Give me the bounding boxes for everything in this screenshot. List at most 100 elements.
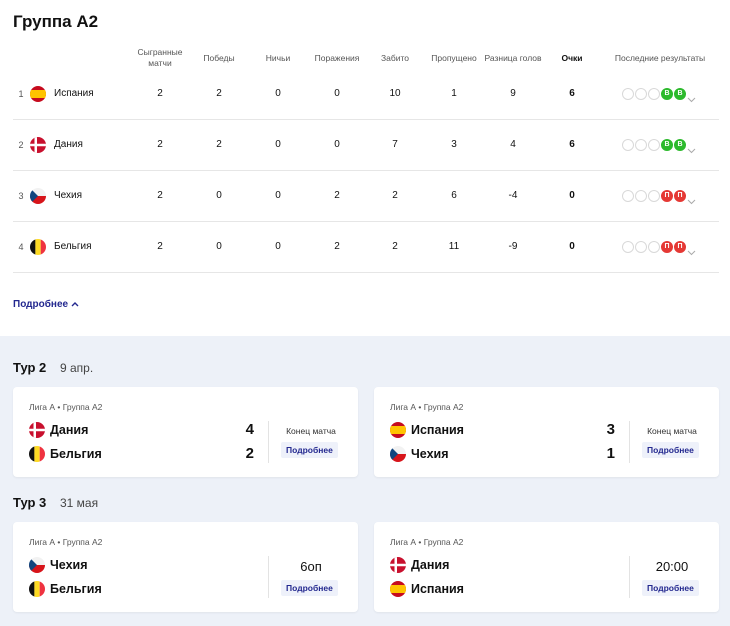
round-date: 9 апр.: [60, 361, 94, 375]
more-link[interactable]: Подробнее: [13, 299, 79, 310]
home-score: 4: [245, 421, 254, 438]
stat-cell: -9: [508, 241, 518, 252]
stat-cell: 0: [334, 88, 340, 99]
home-team: Испания: [411, 423, 464, 437]
chevron-down: [687, 148, 696, 154]
form-empty: [622, 139, 634, 151]
row-separator: [13, 272, 719, 273]
stat-cell: 10: [389, 88, 401, 99]
form-result: П: [674, 241, 686, 253]
form-result: В: [661, 88, 673, 100]
stat-cell: 2: [392, 190, 398, 201]
form-empty: [648, 88, 660, 100]
match-card: [374, 387, 719, 477]
competition: Лига А • Группа А2: [390, 537, 464, 547]
chevron-down: [687, 199, 696, 205]
details-button[interactable]: Подробнее: [281, 442, 338, 458]
stat-cell: 6: [569, 88, 575, 99]
column-header: Поражения: [314, 52, 360, 63]
stat-cell: 2: [216, 139, 222, 150]
more-link-text[interactable]: Подробнее: [13, 299, 69, 310]
form-result: П: [661, 241, 673, 253]
match-status: Конец матча: [286, 426, 336, 436]
divider: [268, 421, 269, 463]
expand-chevron[interactable]: [687, 90, 696, 103]
stat-cell: 0: [216, 190, 222, 201]
stat-cell: -4: [508, 190, 518, 201]
team-name: Бельгия: [54, 241, 92, 252]
stat-cell: 2: [157, 241, 163, 252]
details-button[interactable]: Подробнее: [281, 580, 338, 596]
details-button[interactable]: Подробнее: [642, 580, 699, 596]
team-name: Чехия: [54, 190, 83, 201]
rank: 2: [18, 140, 24, 150]
competition: Лига А • Группа А2: [390, 402, 464, 412]
away-team: Чехия: [411, 447, 449, 461]
divider: [629, 421, 630, 463]
form-result: В: [674, 139, 686, 151]
team-flag: [30, 137, 46, 153]
stat-cell: 0: [275, 139, 281, 150]
team-flag: [390, 557, 406, 573]
rank: 1: [18, 89, 24, 99]
stat-cell: 2: [157, 88, 163, 99]
group-title: Группа А2: [13, 12, 99, 31]
match-card: [13, 522, 358, 612]
team-flag: [30, 86, 46, 102]
stat-cell: 0: [569, 190, 575, 201]
row-separator: [13, 221, 719, 222]
team-flag: [390, 422, 406, 438]
stat-cell: 2: [392, 241, 398, 252]
chevron-down: [687, 250, 696, 256]
expand-chevron[interactable]: [687, 192, 696, 205]
stat-cell: 9: [510, 88, 516, 99]
form-empty: [648, 139, 660, 151]
team-name: Испания: [54, 88, 94, 99]
form-empty: [635, 139, 647, 151]
away-team: Бельгия: [50, 582, 102, 596]
column-header: Последние результаты: [614, 52, 706, 63]
stat-cell: 1: [451, 88, 457, 99]
stat-cell: 0: [216, 241, 222, 252]
chevron-down: [687, 97, 696, 103]
stat-cell: 0: [275, 190, 281, 201]
stat-cell: 2: [334, 241, 340, 252]
stat-cell: 11: [448, 241, 460, 252]
team-flag: [29, 581, 45, 597]
expand-chevron[interactable]: [687, 141, 696, 154]
expand-chevron[interactable]: [687, 243, 696, 256]
away-score: 2: [245, 445, 254, 462]
divider: [629, 556, 630, 598]
row-separator: [13, 170, 719, 171]
round-date: 31 мая: [60, 496, 99, 510]
column-header: Очки: [561, 52, 583, 63]
kickoff-time: 20:00: [655, 559, 689, 574]
round-label: Тур 2: [13, 360, 47, 375]
row-separator: [13, 119, 719, 120]
stat-cell: 0: [275, 241, 281, 252]
column-header: Победы: [203, 52, 235, 63]
away-team: Бельгия: [50, 447, 102, 461]
form-result: В: [674, 88, 686, 100]
home-score: 3: [606, 421, 615, 438]
competition: Лига А • Группа А2: [29, 402, 103, 412]
kickoff-time: 6оп: [300, 559, 322, 574]
form-empty: [635, 88, 647, 100]
team-flag: [30, 188, 46, 204]
match-card: [374, 522, 719, 612]
form-empty: [622, 190, 634, 202]
divider: [268, 556, 269, 598]
stat-cell: 2: [157, 190, 163, 201]
home-team: Чехия: [50, 558, 88, 572]
stat-cell: 0: [275, 88, 281, 99]
home-team: Дания: [50, 423, 89, 437]
away-score: 1: [606, 445, 615, 462]
details-button[interactable]: Подробнее: [642, 442, 699, 458]
team-flag: [29, 422, 45, 438]
rank: 4: [18, 242, 24, 252]
round-label: Тур 3: [13, 495, 47, 510]
column-header: Сыгранные матчи: [137, 47, 183, 68]
stat-cell: 2: [216, 88, 222, 99]
column-header: Ничьи: [265, 52, 291, 63]
